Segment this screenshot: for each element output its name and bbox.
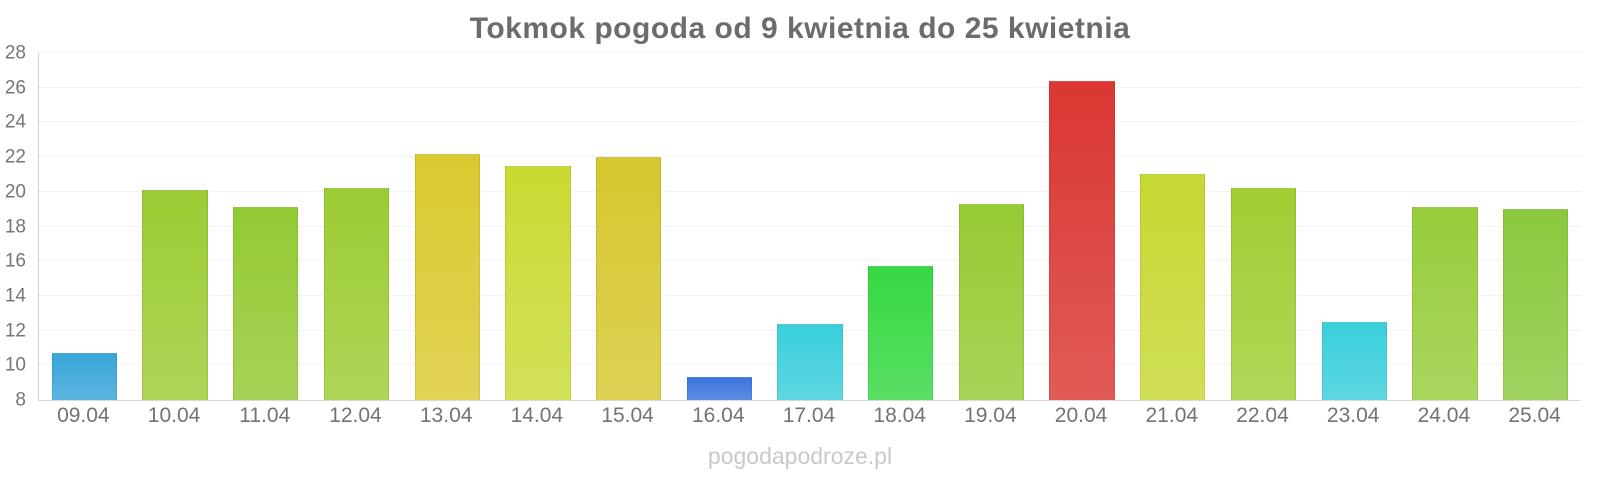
y-axis-tick-label: 8 [15,389,26,411]
y-axis-tick-label: 26 [4,77,26,99]
bar-10.04 [142,190,208,400]
bar-column [402,53,493,400]
bar-column [1490,53,1581,400]
gridline [39,225,1581,227]
y-axis-tick-label: 12 [4,320,26,342]
x-axis-tick-label: 14.04 [510,404,564,427]
bar-column [765,53,856,400]
chart-title: Tokmok pogoda od 9 kwietnia do 25 kwietn… [469,12,1131,45]
x-axis-tick-label: 09.04 [57,404,110,427]
y-axis-tick-label: 18 [4,216,26,237]
bar-16.04 [686,377,752,400]
x-axis-tick-label: 23.04 [1326,404,1380,427]
bar-column [1127,53,1218,400]
x-axis-tick-label: 12.04 [329,404,382,427]
bar-13.04 [414,153,480,400]
plot-area [38,52,1581,401]
bar-15.04 [595,157,662,400]
bar-23.04 [1321,321,1387,400]
y-axis-tick-label: 16 [4,250,26,272]
x-axis-tick-label: 17.04 [782,404,836,427]
bars-area [39,53,1581,400]
gridline [39,156,1581,158]
y-axis-tick-label: 22 [4,146,26,168]
y-axis-tick-label: 20 [4,181,26,203]
bar-12.04 [323,188,390,400]
y-axis-labels: 8 10 12 14 16 18 20 22 24 26 28 [0,44,30,410]
y-axis-tick-label: 10 [4,354,26,376]
bar-21.04 [1140,174,1206,400]
bar-20.04 [1049,80,1115,400]
y-axis-tick-label: 24 [4,111,26,133]
x-axis-tick-label: 13.04 [419,404,473,427]
x-axis-tick-label: 16.04 [691,404,745,427]
bar-22.04 [1230,188,1297,400]
watermark-text: pogodapodroze.pl [707,443,893,469]
bar-24.04 [1412,207,1478,400]
x-axis-tick-label: 10.04 [147,404,201,427]
x-axis-tick-label: 25.04 [1508,404,1561,427]
bar-column [130,53,221,400]
gridline [39,52,1581,53]
bar-column [1037,53,1128,400]
y-axis-tick-label: 14 [4,285,26,307]
bar-column [493,53,584,400]
x-axis-tick-label: 11.04 [239,404,291,427]
bar-column [583,53,674,400]
bar-column [311,53,402,400]
gridline [39,121,1581,123]
bar-column [1218,53,1309,400]
gridline [39,86,1581,88]
gridline [39,294,1581,296]
y-axis-tick-label: 28 [4,42,26,64]
bar-column [946,53,1037,400]
x-axis-tick-label: 15.04 [601,404,654,427]
x-axis-labels: 09.04 10.04 11.04 12.04 13.04 14.04 15.04 16.04… [38,404,1580,428]
bar-column [220,53,311,400]
x-axis-tick-label: 18.04 [873,404,926,427]
bar-11.04 [233,207,299,400]
x-axis-tick-label: 21.04 [1145,404,1199,427]
bar-column [1309,53,1400,400]
bar-17.04 [777,323,843,400]
x-axis-tick-label: 19.04 [964,404,1017,427]
gridline [39,190,1581,192]
bar-14.04 [505,165,571,400]
gridline [39,260,1581,262]
bar-19.04 [958,203,1025,400]
bar-18.04 [868,266,934,400]
bar-column [39,53,130,400]
x-axis-tick-label: 22.04 [1236,404,1289,427]
x-axis-tick-label: 24.04 [1417,404,1471,427]
bar-column [1400,53,1491,400]
bar-09.04 [51,353,117,400]
bar-25.04 [1502,209,1569,400]
bar-column [855,53,946,400]
x-axis-tick-label: 20.04 [1054,404,1108,427]
bar-column [674,53,765,400]
